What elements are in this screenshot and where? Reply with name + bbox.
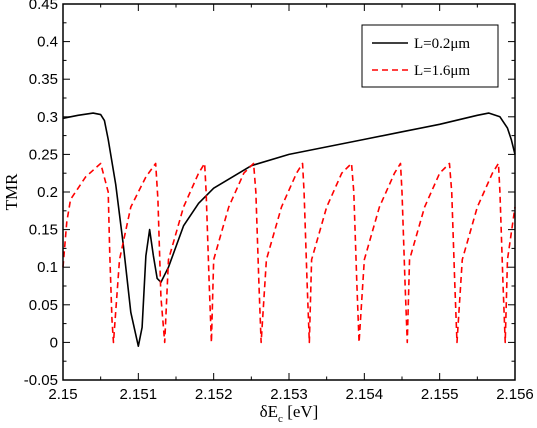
series-layer <box>62 112 516 347</box>
x-axis-title-unit: [eV] <box>283 402 318 421</box>
y-tick-label: 0.25 <box>29 146 58 163</box>
legend: L=0.2μm L=1.6μm <box>361 24 499 88</box>
series-line-1 <box>62 112 516 347</box>
x-axis-title-main: δE <box>260 402 278 421</box>
y-axis-title: TMR <box>2 173 21 211</box>
y-tick-label: 0.4 <box>37 34 58 51</box>
series-line-2 <box>62 162 516 344</box>
y-tick-label: 0.1 <box>37 259 58 276</box>
y-tick-label: 0.05 <box>29 297 58 314</box>
legend-box <box>361 24 499 88</box>
x-tick-label: 2.153 <box>270 386 308 403</box>
x-tick-label: 2.156 <box>496 386 534 403</box>
x-tick-label: 2.154 <box>346 386 384 403</box>
x-axis-title: δEc [eV] <box>260 402 319 425</box>
x-tick-label: 2.152 <box>195 386 233 403</box>
ticks-layer <box>62 3 516 381</box>
x-tick-label: 2.151 <box>120 386 158 403</box>
legend-label-series-1: L=0.2μm <box>414 36 470 52</box>
y-tick-label: 0.3 <box>37 109 58 126</box>
y-tick-label: 0.45 <box>29 0 58 13</box>
tick-labels: 2.15 2.151 2.152 2.153 2.154 2.155 2.156 -0.05 0… <box>24 0 534 403</box>
y-tick-label: 0 <box>50 334 58 351</box>
x-axis-title-sub: c <box>278 413 283 425</box>
legend-label-series-2: L=1.6μm <box>414 63 470 79</box>
x-tick-label: 2.15 <box>48 386 77 403</box>
y-tick-label: -0.05 <box>24 372 58 389</box>
y-tick-label: 0.15 <box>29 222 58 239</box>
x-tick-label: 2.155 <box>421 386 459 403</box>
y-tick-label: 0.2 <box>37 184 58 201</box>
y-tick-label: 0.35 <box>29 71 58 88</box>
